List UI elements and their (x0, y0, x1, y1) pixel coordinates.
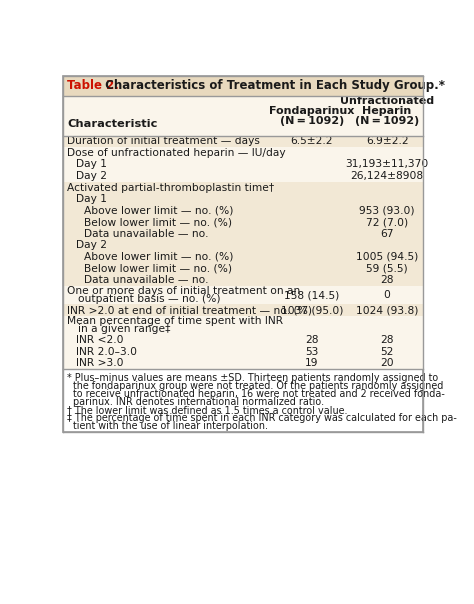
Text: (N = 1092): (N = 1092) (280, 115, 344, 126)
Text: 19: 19 (305, 358, 319, 368)
Text: Above lower limit — no. (%): Above lower limit — no. (%) (84, 252, 233, 262)
Bar (63, 304, 423, 316)
Text: 52: 52 (381, 347, 394, 356)
Bar (63, 240, 423, 251)
Text: Mean percentage of time spent with INR: Mean percentage of time spent with INR (67, 316, 283, 326)
Text: 72 (7.0): 72 (7.0) (366, 217, 408, 227)
Text: 0: 0 (383, 290, 391, 300)
Bar (63, 76, 423, 95)
Bar (63, 95, 423, 136)
Text: Data unavailable — no.: Data unavailable — no. (84, 275, 209, 285)
Text: Day 1: Day 1 (76, 159, 107, 170)
Bar (63, 334, 423, 346)
Text: 20: 20 (380, 358, 394, 368)
Text: Heparin: Heparin (363, 106, 412, 115)
Text: Duration of initial treatment — days: Duration of initial treatment — days (67, 137, 260, 146)
Text: Characteristics of Treatment in Each Study Group.*: Characteristics of Treatment in Each Stu… (101, 79, 445, 92)
Text: 31,193±11,370: 31,193±11,370 (346, 159, 428, 170)
Text: Table 2.: Table 2. (67, 79, 119, 92)
Text: Data unavailable — no.: Data unavailable — no. (84, 229, 209, 239)
Bar (63, 358, 423, 369)
Text: 953 (93.0): 953 (93.0) (359, 206, 415, 216)
Text: Below lower limit — no. (%): Below lower limit — no. (%) (84, 217, 232, 227)
Text: tient with the use of linear interpolation.: tient with the use of linear interpolati… (73, 422, 268, 431)
Text: 6.9±2.2: 6.9±2.2 (366, 137, 409, 146)
Bar (63, 216, 423, 228)
Text: 6.5±2.2: 6.5±2.2 (291, 137, 333, 146)
Text: Unfractionated: Unfractionated (340, 95, 434, 106)
Text: 1005 (94.5): 1005 (94.5) (356, 252, 418, 262)
Text: (N = 1092): (N = 1092) (355, 115, 419, 126)
Text: parinux. INR denotes international normalized ratio.: parinux. INR denotes international norma… (73, 397, 324, 407)
Text: Fondaparinux: Fondaparinux (269, 106, 355, 115)
Text: Day 2: Day 2 (76, 171, 107, 181)
Text: Below lower limit — no. (%): Below lower limit — no. (%) (84, 263, 232, 274)
Text: 1037 (95.0): 1037 (95.0) (281, 305, 343, 315)
Text: One or more days of initial treatment on an: One or more days of initial treatment on… (67, 286, 300, 296)
Text: Characteristic: Characteristic (67, 120, 157, 129)
Bar (63, 251, 423, 263)
Bar (63, 159, 423, 170)
Text: Activated partial-thromboplastin time†: Activated partial-thromboplastin time† (67, 182, 274, 193)
Bar (63, 205, 423, 216)
Text: Above lower limit — no. (%): Above lower limit — no. (%) (84, 206, 233, 216)
Text: INR >2.0 at end of initial treatment — no. (%): INR >2.0 at end of initial treatment — n… (67, 305, 312, 315)
Bar (63, 263, 423, 274)
Text: 1024 (93.8): 1024 (93.8) (356, 305, 418, 315)
Text: INR 2.0–3.0: INR 2.0–3.0 (76, 347, 137, 356)
Text: Day 2: Day 2 (76, 240, 107, 250)
Bar (63, 182, 423, 193)
Text: to receive unfractionated heparin, 16 were not treated and 2 received fonda-: to receive unfractionated heparin, 16 we… (73, 389, 445, 399)
Text: 67: 67 (380, 229, 394, 239)
Text: INR >3.0: INR >3.0 (76, 358, 124, 368)
Bar (63, 170, 423, 182)
Text: Day 1: Day 1 (76, 194, 107, 204)
Text: 26,124±8908: 26,124±8908 (350, 171, 424, 181)
Text: † The lower limit was defined as 1.5 times a control value.: † The lower limit was defined as 1.5 tim… (67, 405, 347, 415)
Text: ‡ The percentage of time spent in each INR category was calculated for each pa-: ‡ The percentage of time spent in each I… (67, 413, 457, 423)
Bar (63, 136, 423, 147)
Bar (63, 286, 423, 304)
Text: 28: 28 (380, 335, 394, 345)
Text: Dose of unfractionated heparin — IU/day: Dose of unfractionated heparin — IU/day (67, 148, 286, 158)
Bar (63, 193, 423, 205)
Text: 28: 28 (305, 335, 319, 345)
Bar (63, 274, 423, 286)
Text: 158 (14.5): 158 (14.5) (284, 290, 339, 300)
Text: in a given range‡: in a given range‡ (78, 324, 170, 334)
Bar (63, 346, 423, 358)
Text: 53: 53 (305, 347, 319, 356)
Text: * Plus–minus values are means ±SD. Thirteen patients randomly assigned to: * Plus–minus values are means ±SD. Thirt… (67, 373, 438, 383)
Bar (63, 76, 423, 432)
Text: 59 (5.5): 59 (5.5) (366, 263, 408, 274)
Bar (63, 316, 423, 334)
Text: outpatient basis — no. (%): outpatient basis — no. (%) (78, 294, 220, 304)
Bar (63, 228, 423, 240)
Text: INR <2.0: INR <2.0 (76, 335, 124, 345)
Text: 28: 28 (380, 275, 394, 285)
Bar (63, 147, 423, 159)
Text: the fondaparinux group were not treated. Of the patients randomly assigned: the fondaparinux group were not treated.… (73, 381, 444, 391)
